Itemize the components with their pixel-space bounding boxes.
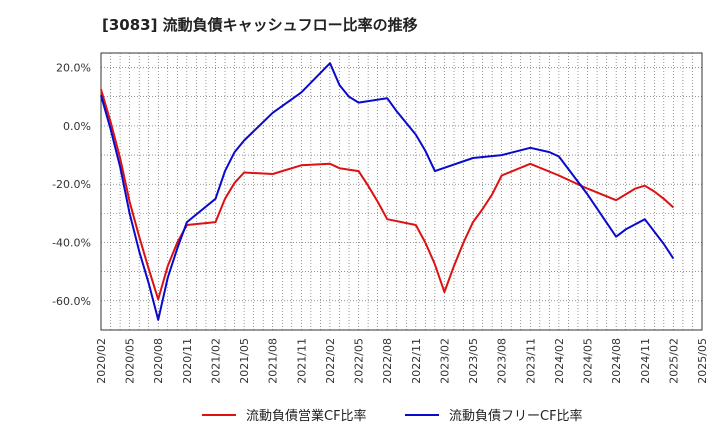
x-tick-label: 2025/02 bbox=[667, 338, 680, 384]
x-tick-label: 2023/11 bbox=[524, 338, 537, 384]
x-tick-label: 2024/05 bbox=[582, 338, 595, 384]
y-tick-label: -40.0% bbox=[52, 237, 91, 250]
x-tick-label: 2021/08 bbox=[267, 338, 280, 384]
x-tick-label: 2020/11 bbox=[181, 338, 194, 384]
plot-area bbox=[101, 53, 702, 330]
y-tick-label: 20.0% bbox=[56, 62, 91, 75]
series-line-1 bbox=[100, 89, 675, 301]
x-tick-label: 2023/05 bbox=[467, 338, 480, 384]
x-tick-label: 2022/02 bbox=[324, 338, 337, 384]
x-tick-label: 2020/08 bbox=[152, 338, 165, 384]
legend-label-1: 流動負債営業CF比率 bbox=[246, 408, 367, 424]
x-tick-label: 2022/11 bbox=[410, 338, 423, 384]
x-tick-label: 2024/08 bbox=[610, 338, 623, 384]
x-tick-label: 2021/02 bbox=[209, 338, 222, 384]
x-tick-label: 2024/11 bbox=[639, 338, 652, 384]
x-tick-label: 2024/02 bbox=[553, 338, 566, 384]
y-tick-label: -60.0% bbox=[52, 295, 91, 308]
x-tick-label: 2022/08 bbox=[381, 338, 394, 384]
chart-title: [3083] 流動負債キャッシュフロー比率の推移 bbox=[102, 16, 418, 34]
x-tick-label: 2023/02 bbox=[438, 338, 451, 384]
x-tick-label: 2020/02 bbox=[95, 338, 108, 384]
x-tick-label: 2021/05 bbox=[238, 338, 251, 384]
legend-label-2: 流動負債フリーCF比率 bbox=[449, 408, 583, 424]
x-tick-label: 2025/05 bbox=[696, 338, 709, 384]
x-tick-label: 2023/08 bbox=[496, 338, 509, 384]
series-line-2 bbox=[100, 62, 675, 321]
y-tick-label: -20.0% bbox=[52, 178, 91, 191]
x-tick-label: 2020/05 bbox=[124, 338, 137, 384]
x-tick-label: 2022/05 bbox=[353, 338, 366, 384]
y-tick-label: 0.0% bbox=[63, 120, 91, 133]
x-tick-label: 2021/11 bbox=[295, 338, 308, 384]
plot-frame bbox=[100, 52, 703, 331]
